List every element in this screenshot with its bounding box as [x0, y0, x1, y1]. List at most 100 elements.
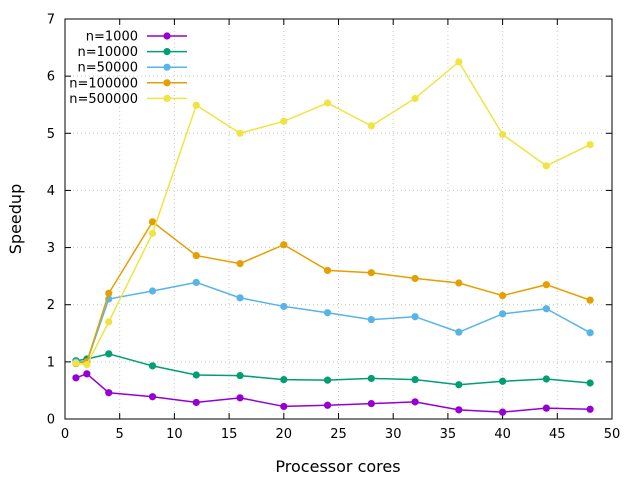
- data-point: [280, 402, 288, 411]
- series-n=1000: [72, 370, 594, 416]
- legend-label: n=10000: [78, 45, 139, 60]
- data-point: [542, 281, 550, 289]
- data-point: [105, 289, 113, 297]
- data-point: [542, 162, 550, 170]
- legend-label: n=1000: [86, 30, 138, 45]
- data-point: [83, 361, 91, 369]
- data-point: [280, 302, 288, 311]
- data-point: [367, 374, 375, 383]
- data-point: [323, 309, 332, 317]
- data-point: [455, 279, 463, 287]
- data-point: [72, 374, 80, 382]
- x-tick-label: 45: [549, 427, 566, 442]
- data-point: [499, 130, 507, 139]
- data-point: [280, 117, 288, 125]
- x-tick-label: 20: [276, 427, 293, 442]
- data-point: [236, 259, 244, 268]
- x-tick-label: 25: [330, 427, 347, 442]
- y-tick-label: 7: [47, 13, 55, 28]
- data-point: [411, 313, 419, 321]
- data-point: [455, 381, 463, 389]
- series-line: [75, 373, 591, 413]
- legend-item: n=500000: [69, 92, 187, 107]
- data-point: [586, 141, 594, 149]
- y-tick-label: 6: [47, 70, 55, 85]
- data-point: [455, 58, 463, 66]
- data-point: [411, 375, 419, 384]
- y-tick-label: 2: [47, 298, 55, 313]
- data-point: [586, 379, 594, 387]
- data-point: [192, 101, 200, 109]
- data-point: [499, 377, 507, 385]
- data-point: [411, 94, 419, 103]
- data-point: [367, 269, 375, 277]
- data-point: [192, 371, 200, 379]
- data-point: [499, 310, 507, 318]
- x-tick-label: 30: [385, 427, 402, 442]
- y-tick-label: 4: [47, 184, 55, 199]
- legend-item: n=1000: [86, 30, 187, 45]
- data-point: [148, 287, 157, 295]
- y-tick-label: 1: [47, 355, 55, 370]
- data-point: [148, 218, 157, 226]
- series-n=10000: [72, 350, 594, 389]
- data-point: [455, 406, 463, 414]
- series-line: [75, 220, 591, 365]
- x-tick-label: 5: [116, 427, 124, 442]
- data-point: [586, 329, 594, 337]
- data-point: [323, 376, 332, 384]
- data-point: [542, 305, 550, 313]
- legend-label: n=500000: [69, 92, 138, 107]
- x-tick-label: 40: [494, 427, 511, 442]
- y-tick-label: 3: [47, 241, 55, 256]
- data-point: [411, 398, 419, 406]
- data-point: [236, 371, 244, 380]
- data-point: [105, 350, 113, 358]
- series-n=50000: [72, 278, 594, 366]
- x-tick-label: 35: [440, 427, 457, 442]
- legend-swatch-point: [163, 48, 171, 56]
- data-point: [411, 274, 419, 283]
- x-tick-label: 10: [166, 427, 183, 442]
- legend-swatch-point: [163, 63, 171, 71]
- data-point: [148, 393, 157, 401]
- legend-item: n=100000: [69, 76, 187, 91]
- data-point: [499, 291, 507, 300]
- data-point: [236, 394, 244, 402]
- data-point: [236, 129, 244, 137]
- data-point: [323, 401, 332, 409]
- data-point: [586, 296, 594, 304]
- data-point: [542, 404, 550, 412]
- legend-swatch-point: [163, 79, 171, 87]
- series-line: [75, 281, 591, 363]
- data-point: [192, 398, 200, 407]
- legend-label: n=100000: [69, 76, 138, 91]
- data-point: [499, 408, 507, 416]
- x-tick-label: 50: [604, 427, 621, 442]
- legend-swatch-point: [163, 94, 171, 102]
- series-line: [75, 353, 591, 386]
- data-point: [367, 122, 375, 130]
- series-line: [75, 60, 591, 366]
- legend-item: n=10000: [78, 45, 187, 60]
- data-point: [192, 278, 200, 287]
- data-point: [105, 389, 113, 397]
- x-tick-label: 0: [61, 427, 69, 442]
- data-point: [586, 405, 594, 413]
- data-point: [72, 359, 80, 367]
- grid: [65, 19, 612, 419]
- x-axis-label: Processor cores: [275, 457, 400, 476]
- data-point: [236, 294, 244, 302]
- data-point: [542, 375, 550, 383]
- y-tick-label: 0: [47, 413, 55, 428]
- legend-item: n=50000: [78, 61, 187, 76]
- data-point: [148, 229, 157, 237]
- data-point: [280, 241, 288, 249]
- legend-label: n=50000: [78, 61, 139, 76]
- data-point: [105, 318, 113, 326]
- y-tick-label: 5: [47, 127, 55, 142]
- y-axis-label: Speedup: [6, 184, 25, 254]
